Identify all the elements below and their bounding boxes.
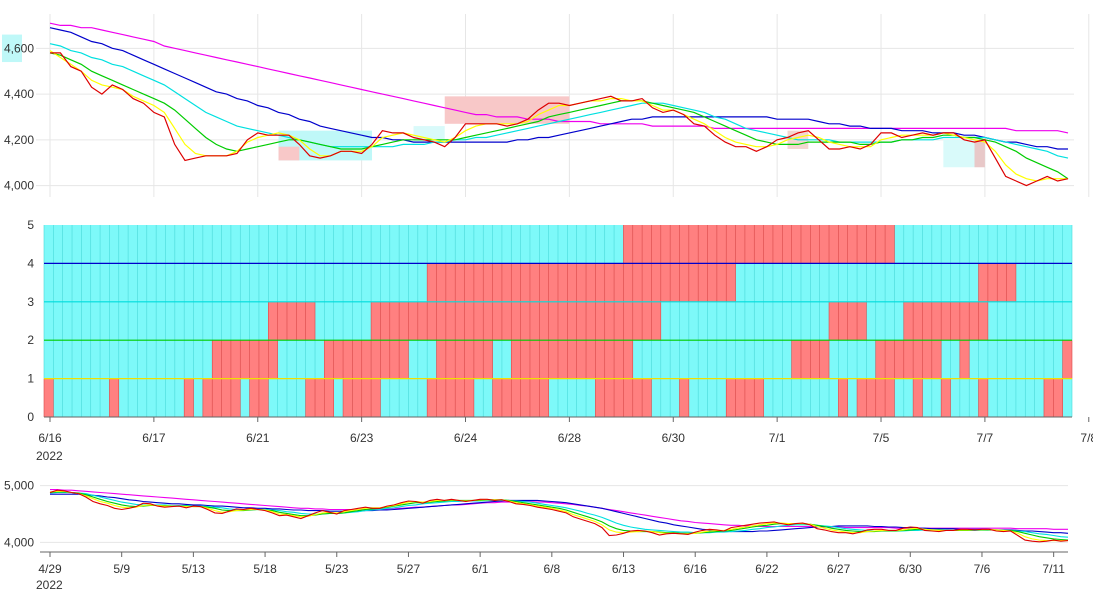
middle-x-tick-label: 7/7 bbox=[977, 431, 994, 445]
bottom-year-label: 2022 bbox=[36, 578, 63, 592]
signal-down-cell bbox=[959, 340, 970, 379]
signal-down-cell bbox=[511, 340, 633, 379]
top-y-tick-label: 4,600 bbox=[4, 41, 34, 55]
signal-down-cell bbox=[866, 378, 895, 417]
top-label-highlight bbox=[2, 34, 22, 63]
bottom-x-tick-label: 7/6 bbox=[974, 562, 991, 576]
signal-down-cell bbox=[109, 378, 119, 417]
top-shaded-box bbox=[413, 126, 445, 143]
bottom-x-tick-label: 6/16 bbox=[684, 562, 708, 576]
middle-x-tick-label: 7/1 bbox=[769, 431, 786, 445]
signal-down-cell bbox=[941, 378, 951, 417]
top-series-ma-mid bbox=[49, 52, 1069, 180]
signal-down-cell bbox=[202, 378, 213, 417]
bottom-y-tick-label: 5,000 bbox=[4, 479, 34, 493]
top-shaded-boxes bbox=[2, 34, 985, 168]
bottom-x-tick-label: 5/27 bbox=[397, 562, 421, 576]
signal-down-cell bbox=[305, 378, 334, 417]
bottom-x-tick-label: 5/13 bbox=[182, 562, 206, 576]
bottom-x-tick-label: 6/22 bbox=[755, 562, 779, 576]
signal-down-cell bbox=[343, 378, 353, 417]
bottom-series-ma-xlong bbox=[50, 493, 1069, 534]
signal-down-cell bbox=[679, 378, 689, 417]
bottom-series-lines bbox=[40, 489, 1069, 553]
middle-x-tick-label: 6/28 bbox=[558, 431, 582, 445]
middle-y-axis: 0 1 2 3 4 5 bbox=[27, 218, 34, 424]
middle-x-tick-label: 7/8 bbox=[1080, 431, 1093, 445]
signal-down-cell bbox=[875, 340, 942, 379]
top-shaded-box bbox=[943, 139, 975, 168]
bottom-x-tick-label: 6/8 bbox=[543, 562, 560, 576]
top-y-tick-label: 4,200 bbox=[4, 133, 34, 147]
bottom-x-tick-label: 6/27 bbox=[827, 562, 851, 576]
middle-x-tick-label: 6/24 bbox=[454, 431, 478, 445]
bottom-y-tick-label: 4,000 bbox=[4, 535, 34, 549]
middle-y-tick-label: 2 bbox=[27, 333, 34, 347]
top-y-tick-label: 4,400 bbox=[4, 87, 34, 101]
middle-y-tick-label: 0 bbox=[27, 410, 34, 424]
bottom-series-ma-mid bbox=[49, 491, 1069, 541]
signal-down-cell bbox=[184, 378, 194, 417]
signal-down-cell bbox=[352, 378, 381, 417]
bottom-overview-panel: 4,000 5,000 4/29 5/9 5/13 5/18 5/23 5/27 6/1 6/8… bbox=[4, 479, 1069, 592]
bottom-x-tick-label: 5/18 bbox=[253, 562, 277, 576]
signal-down-cell bbox=[268, 301, 316, 341]
signal-down-cell bbox=[623, 225, 895, 264]
middle-year-label: 2022 bbox=[36, 449, 63, 463]
middle-y-tick-label: 5 bbox=[27, 218, 34, 232]
top-shaded-box bbox=[974, 139, 985, 168]
bottom-x-tick-label: 6/1 bbox=[472, 562, 489, 576]
signal-down-cell bbox=[212, 340, 278, 379]
middle-x-tick-label: 7/5 bbox=[873, 431, 890, 445]
signal-down-cell bbox=[913, 378, 923, 417]
bottom-x-tick-label: 5/23 bbox=[325, 562, 349, 576]
middle-y-tick-label: 1 bbox=[27, 372, 34, 386]
bottom-x-tick-label: 5/9 bbox=[113, 562, 130, 576]
top-series-ma-xlong bbox=[49, 27, 1068, 150]
middle-x-tick-label: 6/16 bbox=[38, 431, 62, 445]
signal-down-cell bbox=[427, 263, 736, 302]
top-series-price bbox=[50, 52, 1069, 187]
signal-cells bbox=[43, 225, 1073, 417]
middle-x-tick-label: 6/17 bbox=[142, 431, 166, 445]
middle-x-axis: 6/16 6/17 6/21 6/23 6/24 6/28 6/30 7/1 7/5 7/7 7/8… bbox=[36, 417, 1093, 463]
signal-down-cell bbox=[595, 378, 643, 417]
top-price-panel: 4,000 4,200 4,400 4,600 bbox=[2, 14, 1090, 197]
bottom-series-ma-short bbox=[49, 490, 1068, 542]
bottom-x-tick-label: 6/13 bbox=[612, 562, 636, 576]
bottom-y-axis: 4,000 5,000 bbox=[4, 479, 34, 550]
bottom-grid bbox=[40, 485, 1068, 543]
bottom-series-ma-xxlong bbox=[50, 489, 1068, 530]
middle-x-tick-label: 6/23 bbox=[350, 431, 374, 445]
signal-down-cell bbox=[838, 378, 848, 417]
signal-down-cell bbox=[427, 378, 474, 417]
signal-down-cell bbox=[324, 340, 372, 379]
middle-x-tick-label: 6/21 bbox=[246, 431, 270, 445]
middle-y-tick-label: 4 bbox=[27, 256, 34, 270]
bottom-x-tick-label: 6/30 bbox=[899, 562, 923, 576]
signal-down-cell bbox=[978, 378, 988, 417]
signal-reference-lines bbox=[44, 262, 1072, 418]
signal-down-cell bbox=[857, 378, 867, 417]
middle-signal-panel: 0 1 2 3 4 5 6/16 6/17 6/21 6/23 6/24 6/28 6/30 7/1 7/… bbox=[27, 218, 1093, 463]
top-shaded-box bbox=[278, 146, 300, 161]
bottom-x-tick-label: 7/11 bbox=[1042, 562, 1065, 576]
signal-down-cell bbox=[1062, 340, 1072, 379]
signal-down-cell bbox=[642, 378, 652, 417]
bottom-series-price bbox=[49, 489, 1069, 543]
middle-x-tick-label: 6/30 bbox=[662, 431, 686, 445]
middle-y-tick-label: 3 bbox=[27, 295, 34, 309]
top-series-lines bbox=[49, 22, 1069, 187]
bottom-x-axis: 4/29 5/9 5/13 5/18 5/23 5/27 6/1 6/8 6/13 6/16 6/2… bbox=[36, 552, 1065, 592]
top-y-axis: 4,000 4,200 4,400 4,600 bbox=[4, 41, 34, 192]
signal-down-cell bbox=[44, 378, 54, 417]
top-y-tick-label: 4,000 bbox=[4, 179, 34, 193]
signal-down-cell bbox=[212, 378, 241, 417]
bottom-x-tick-label: 4/29 bbox=[38, 562, 62, 576]
bottom-series-ma-long bbox=[49, 491, 1069, 538]
signal-down-cell bbox=[903, 301, 988, 341]
signal-down-cell bbox=[371, 301, 661, 341]
